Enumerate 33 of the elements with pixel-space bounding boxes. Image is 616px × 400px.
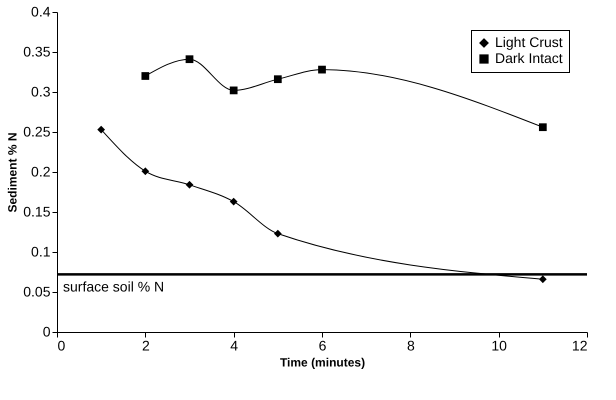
x-tick-label: 0 bbox=[58, 338, 66, 354]
x-tick-label: 6 bbox=[318, 338, 327, 354]
x-tick-label: 10 bbox=[491, 338, 508, 354]
x-tick-label: 8 bbox=[406, 338, 415, 354]
x-tick-label: 4 bbox=[230, 338, 238, 354]
point bbox=[141, 167, 150, 176]
point bbox=[186, 55, 194, 64]
ref-line-label: surface soil % N bbox=[63, 278, 164, 294]
y-tick-label: 0.4 bbox=[31, 4, 51, 20]
y-tick-label: 0.3 bbox=[31, 84, 51, 100]
legend-label: Light Crust bbox=[495, 34, 563, 50]
point bbox=[538, 275, 547, 284]
x-axis-title: Time (minutes) bbox=[280, 356, 366, 370]
point bbox=[141, 72, 150, 80]
y-tick-label: 0.1 bbox=[31, 244, 51, 260]
y-axis-title: Sediment % N bbox=[5, 132, 20, 213]
point bbox=[274, 75, 282, 84]
y-tick-label: 0.2 bbox=[31, 164, 51, 180]
x-tick-label: 12 bbox=[572, 338, 588, 354]
y-tick-label: 0.35 bbox=[23, 44, 51, 60]
point bbox=[97, 126, 106, 134]
point bbox=[230, 198, 238, 206]
y-tick-label: 0.15 bbox=[23, 204, 51, 220]
point bbox=[274, 230, 282, 238]
x-tick-label: 2 bbox=[142, 338, 150, 354]
point bbox=[318, 66, 326, 74]
point bbox=[230, 86, 238, 94]
y-tick-label: 0.05 bbox=[23, 284, 51, 300]
point bbox=[186, 180, 194, 189]
y-tick-label: 0.25 bbox=[23, 124, 51, 140]
point bbox=[538, 123, 547, 132]
legend-label: Dark Intact bbox=[495, 50, 563, 66]
y-tick-label: 0 bbox=[42, 324, 51, 340]
